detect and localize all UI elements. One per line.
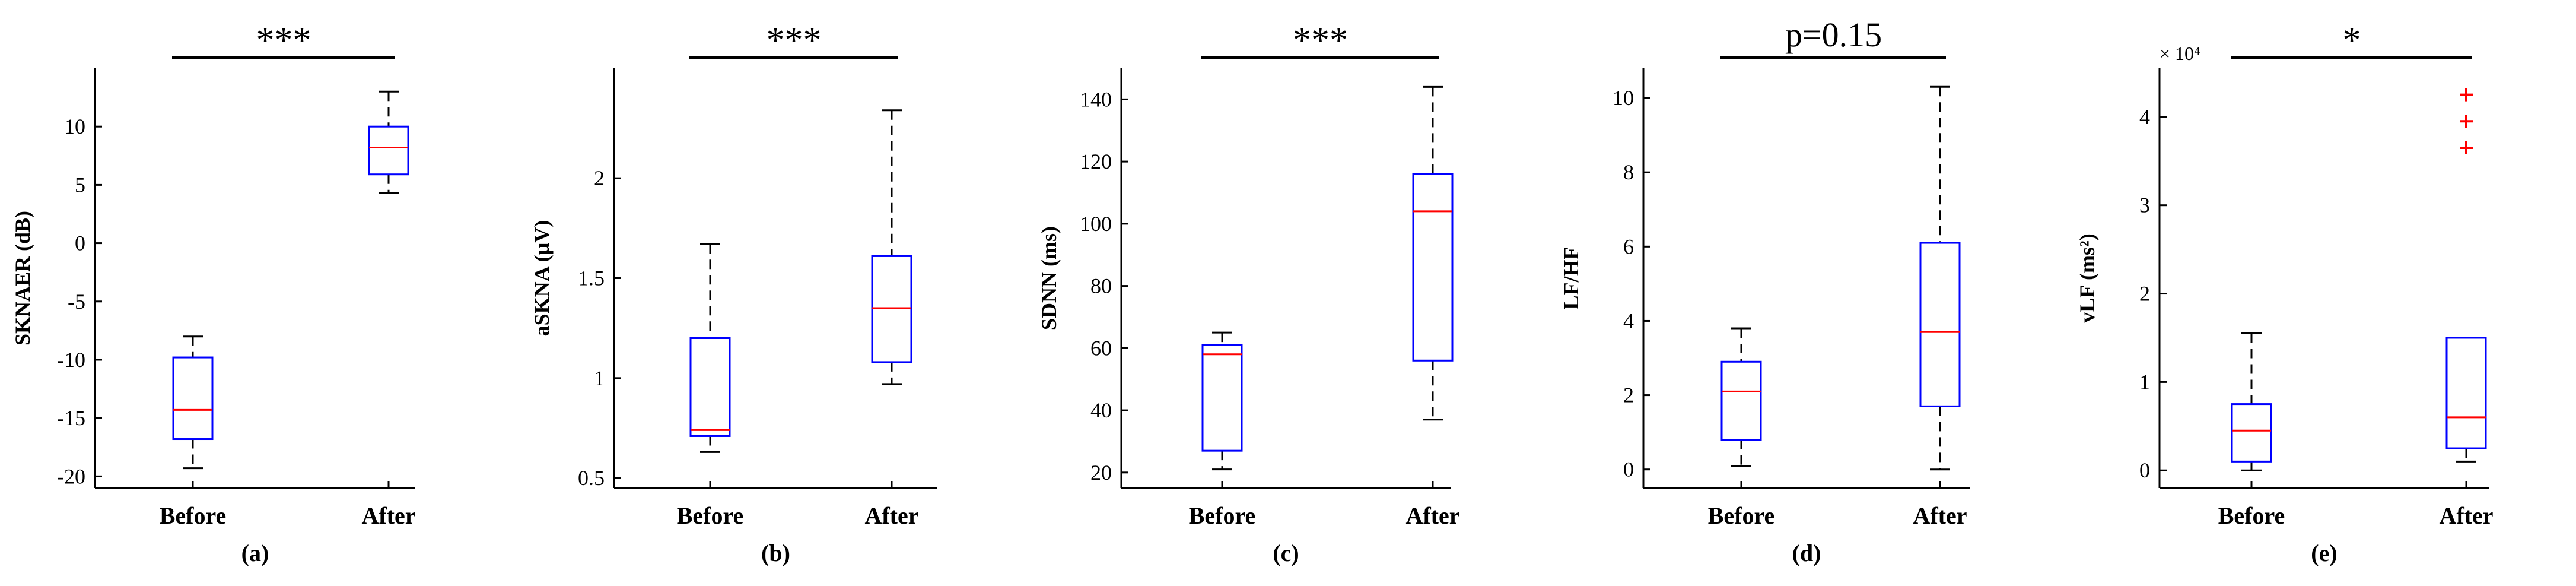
outlier-point (2460, 141, 2473, 154)
x-tick-label: Before (2218, 502, 2285, 529)
y-tick-label: 2 (2139, 282, 2150, 306)
box-before (689, 337, 731, 437)
y-tick-label: 0.5 (578, 466, 605, 490)
y-axis-label: LF/HF (1559, 247, 1583, 310)
panel-label: (d) (1792, 540, 1821, 566)
x-tick-label: Before (1708, 502, 1775, 529)
x-tick-label: Before (1189, 502, 1256, 529)
y-tick-label: 120 (1080, 150, 1112, 173)
y-tick-label: 1.5 (578, 267, 605, 290)
y-tick-label: 0 (2139, 458, 2150, 482)
x-tick-label: After (864, 502, 918, 529)
outlier-point (2460, 88, 2473, 102)
significance-marker: *** (1293, 20, 1348, 61)
y-tick-label: 10 (64, 115, 85, 138)
y-axis-exponent: × 10⁴ (2160, 43, 2200, 64)
y-tick-label: 3 (2139, 194, 2150, 217)
significance-marker: *** (767, 20, 822, 61)
y-axis-label: SDNN (ms) (1037, 226, 1061, 330)
box-before (1720, 360, 1762, 441)
box-after (1919, 242, 1961, 407)
y-tick-label: -10 (57, 348, 85, 372)
y-tick-label: -15 (57, 406, 85, 430)
y-tick-label: 0 (1623, 458, 1634, 482)
box-before (1201, 344, 1243, 452)
box-after (1412, 173, 1454, 362)
y-tick-label: 0 (75, 232, 85, 255)
y-tick-label: 2 (594, 166, 605, 190)
y-tick-label: 60 (1090, 336, 1112, 360)
y-tick-label: 10 (1613, 86, 1634, 110)
y-tick-label: 80 (1090, 274, 1112, 298)
panel-label: (c) (1273, 540, 1299, 566)
y-tick-label: -5 (68, 290, 85, 313)
significance-marker: * (2343, 20, 2361, 61)
panel-label: (a) (241, 540, 269, 566)
x-tick-label: After (2439, 502, 2493, 529)
x-tick-label: Before (677, 502, 744, 529)
y-tick-label: 8 (1623, 160, 1634, 184)
y-tick-label: 40 (1090, 398, 1112, 422)
y-tick-label: 1 (594, 366, 605, 390)
x-tick-label: After (1405, 502, 1459, 529)
x-tick-label: After (361, 502, 415, 529)
box-after (368, 125, 409, 176)
y-tick-label: 6 (1623, 235, 1634, 258)
y-tick-label: 5 (75, 173, 85, 197)
x-tick-label: After (1913, 502, 1967, 529)
y-tick-label: 4 (2139, 105, 2150, 129)
box-before (2231, 403, 2272, 463)
panel-label: (b) (761, 540, 790, 566)
y-tick-label: 20 (1090, 461, 1112, 484)
panel-label: (e) (2311, 540, 2337, 566)
y-tick-label: 2 (1623, 384, 1634, 407)
significance-marker: p=0.15 (1785, 15, 1882, 54)
y-axis-label: aSKNA (µV) (530, 220, 554, 337)
box-after (871, 255, 912, 363)
x-tick-label: Before (160, 502, 227, 529)
y-tick-label: -20 (57, 464, 85, 488)
y-axis-label: SKNAER (dB) (11, 211, 34, 346)
significance-marker: *** (256, 20, 311, 61)
y-axis-label: vLF (ms²) (2075, 233, 2099, 322)
outlier-point (2460, 115, 2473, 128)
y-tick-label: 1 (2139, 370, 2150, 394)
y-tick-label: 4 (1623, 309, 1634, 332)
y-tick-label: 100 (1080, 212, 1112, 236)
box-before (172, 356, 214, 441)
box-after (2445, 337, 2487, 449)
y-tick-label: 140 (1080, 87, 1112, 111)
